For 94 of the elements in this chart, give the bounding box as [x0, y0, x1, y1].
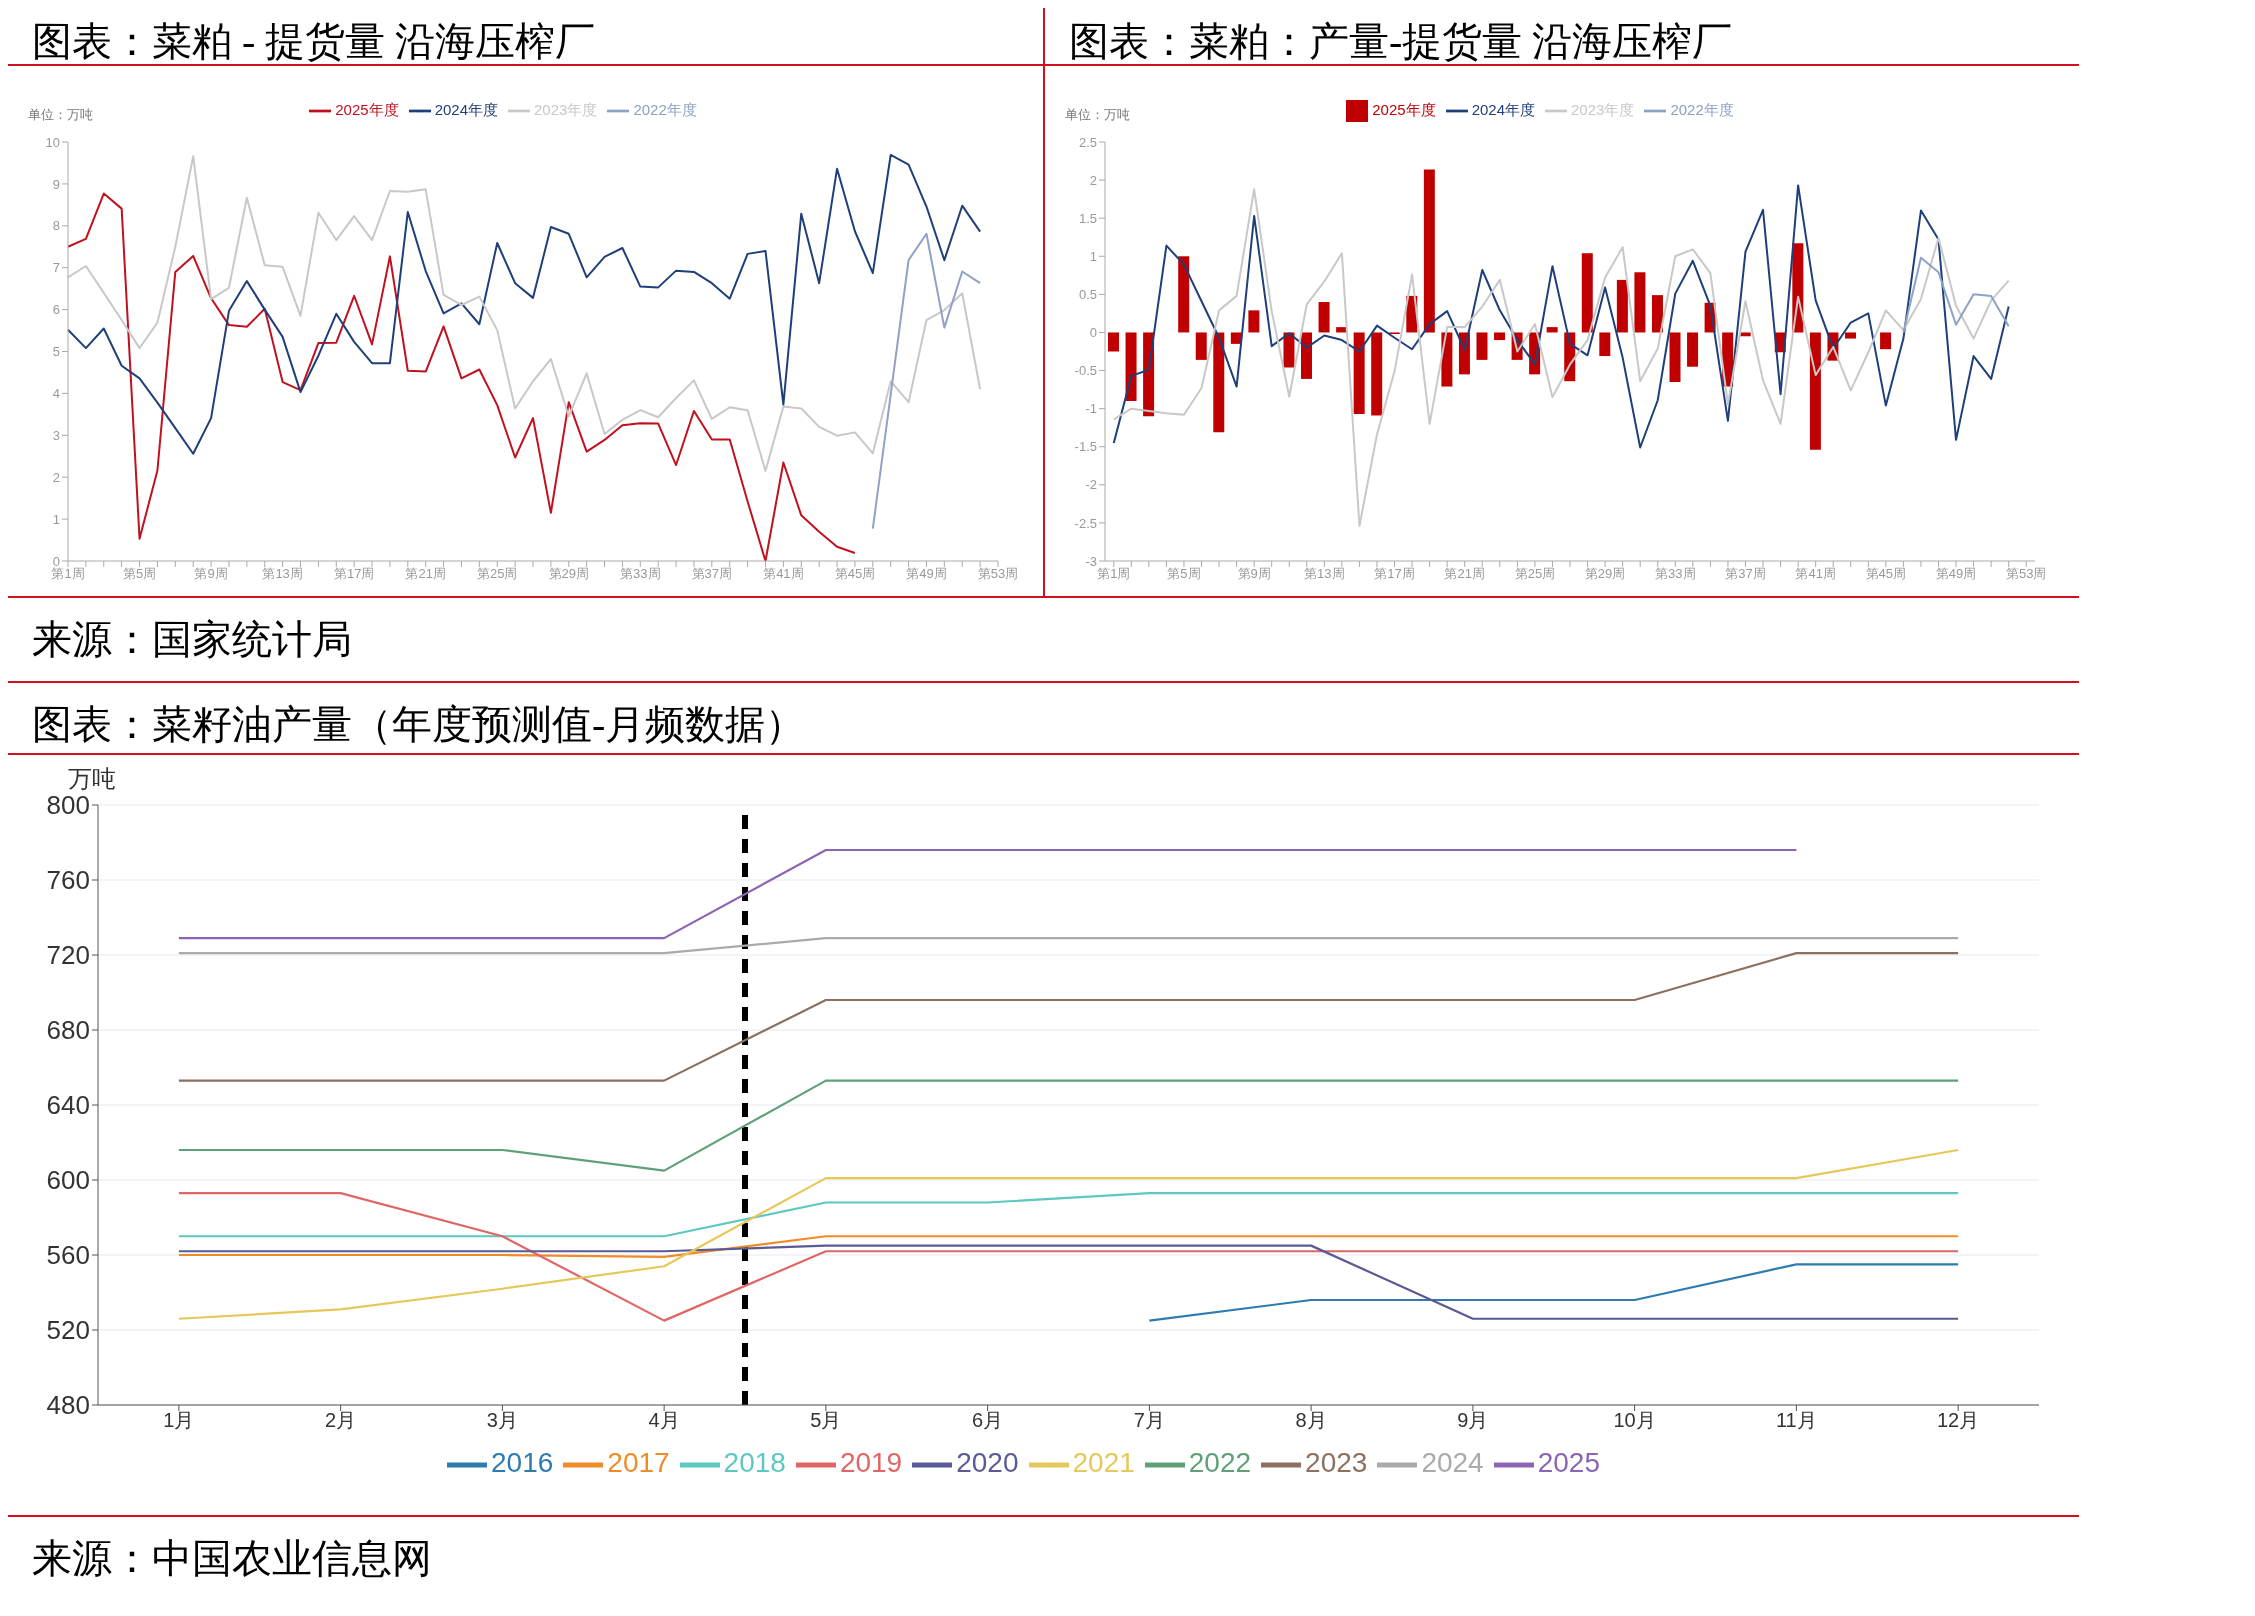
legend-label: 2019 — [839, 1447, 903, 1479]
x-tick-label: 第41周 — [1795, 566, 1836, 582]
y-tick-label: 640 — [46, 1090, 90, 1121]
y-tick-label: 680 — [46, 1015, 90, 1046]
chart-title: 图表：菜粕 - 提货量 沿海压榨厂 — [8, 8, 1043, 66]
y-tick-label: -1 — [1085, 401, 1097, 417]
y-tick-label: 2 — [1089, 172, 1097, 188]
y-tick-label: 760 — [46, 865, 90, 896]
x-tick-label: 12月 — [1937, 1409, 1980, 1432]
source-note: 来源：国家统计局 — [8, 598, 2079, 681]
y-tick-label: 8 — [52, 218, 60, 234]
x-tick-label: 10月 — [1613, 1409, 1656, 1432]
x-tick-label: 5月 — [810, 1409, 842, 1432]
y-tick-label: -1.5 — [1074, 439, 1097, 455]
x-tick-label: 1月 — [163, 1409, 195, 1432]
x-tick-label: 第45周 — [834, 566, 876, 582]
x-tick-label: 第37周 — [1725, 566, 1766, 582]
legend-label: 2024年度 — [434, 100, 498, 118]
legend-label: 2025年度 — [335, 100, 399, 118]
y-tick-label: -3 — [1085, 553, 1097, 569]
x-tick-label: 第9周 — [194, 566, 228, 582]
legend-label: 2025 — [1537, 1447, 1600, 1479]
y-tick-label: 1.5 — [1078, 210, 1097, 226]
y-tick-label: 720 — [46, 940, 90, 971]
legend-label: 2022年度 — [1670, 100, 1734, 118]
legend-label: 2020 — [956, 1447, 1019, 1479]
x-tick-label: 第25周 — [1514, 566, 1556, 582]
x-tick-label: 第45周 — [1865, 566, 1907, 582]
legend-label: 2022年度 — [633, 100, 697, 118]
x-tick-label: 第29周 — [548, 566, 589, 582]
y-tick-label: 1 — [52, 511, 60, 527]
y-tick-label: 2.5 — [1078, 134, 1097, 150]
x-tick-label: 第9周 — [1237, 566, 1271, 582]
y-tick-label: -2.5 — [1074, 515, 1097, 531]
x-tick-label: 第49周 — [906, 566, 947, 582]
y-tick-label: 6 — [52, 302, 60, 318]
x-tick-label: 第29周 — [1584, 566, 1626, 582]
y-tick-label: 10 — [45, 134, 60, 150]
y-axis-title: 单位：万吨 — [1065, 106, 1130, 124]
y-tick-label: 520 — [46, 1315, 90, 1346]
y-tick-label: 0.5 — [1078, 286, 1097, 302]
x-tick-label: 2月 — [325, 1409, 357, 1432]
y-tick-label: 3 — [52, 427, 60, 443]
legend-label: 2017 — [607, 1447, 670, 1479]
x-tick-label: 第49周 — [1935, 566, 1977, 582]
y-axis-title: 单位：万吨 — [28, 106, 93, 124]
x-tick-label: 11月 — [1775, 1409, 1817, 1432]
x-tick-label: 第53周 — [2005, 566, 2047, 582]
y-tick-label: 0 — [52, 553, 60, 569]
x-tick-label: 第33周 — [1655, 566, 1696, 582]
chart-title: 图表：菜粕：产量-提货量 沿海压榨厂 — [1045, 8, 2079, 66]
y-tick-label: 4 — [52, 386, 60, 402]
legend-label: 2023 — [1305, 1447, 1368, 1479]
legend-label: 2025年度 — [1372, 100, 1436, 118]
x-tick-label: 第13周 — [262, 566, 303, 582]
x-tick-label: 第1周 — [1097, 566, 1131, 582]
x-tick-label: 3月 — [486, 1409, 518, 1432]
y-tick-label: 2 — [52, 469, 60, 485]
x-tick-label: 第5周 — [1167, 566, 1201, 582]
x-tick-label: 9月 — [1457, 1409, 1489, 1432]
y-tick-label: 5 — [52, 344, 60, 360]
y-tick-label: 1 — [1089, 248, 1097, 264]
x-tick-label: 第17周 — [333, 566, 375, 582]
y-tick-label: 560 — [46, 1240, 90, 1271]
x-tick-label: 第21周 — [405, 566, 446, 582]
x-tick-label: 第21周 — [1444, 566, 1485, 582]
x-tick-label: 第37周 — [691, 566, 733, 582]
y-tick-label: 0 — [1089, 325, 1097, 341]
x-tick-label: 第33周 — [620, 566, 661, 582]
y-tick-label: 7 — [52, 260, 60, 276]
x-tick-label: 8月 — [1295, 1409, 1327, 1432]
y-tick-label: 600 — [46, 1165, 90, 1196]
y-tick-label: 9 — [52, 176, 60, 192]
x-tick-label: 第25周 — [477, 566, 518, 582]
legend-label: 2024 — [1421, 1447, 1484, 1479]
x-tick-label: 第41周 — [763, 566, 804, 582]
legend-label: 2024年度 — [1471, 100, 1535, 118]
legend-label: 2021 — [1072, 1447, 1135, 1479]
legend-label: 2018 — [723, 1447, 786, 1479]
x-tick-label: 第1周 — [51, 566, 85, 582]
chart-title: 图表：菜籽油产量（年度预测值-月频数据） — [8, 683, 2079, 755]
legend-label: 2022 — [1188, 1447, 1252, 1479]
x-tick-label: 第17周 — [1374, 566, 1415, 582]
x-tick-label: 4月 — [648, 1409, 680, 1432]
x-tick-label: 7月 — [1133, 1409, 1165, 1432]
x-tick-label: 第53周 — [977, 566, 1019, 582]
y-tick-label: 480 — [46, 1390, 90, 1421]
x-tick-label: 6月 — [972, 1409, 1004, 1432]
source-note: 来源：中国农业信息网 — [8, 1517, 2079, 1600]
y-tick-label: -0.5 — [1074, 363, 1097, 379]
legend-label: 2016 — [491, 1447, 554, 1479]
x-tick-label: 第5周 — [122, 566, 157, 582]
x-tick-label: 第13周 — [1304, 566, 1345, 582]
y-tick-label: -2 — [1085, 477, 1097, 493]
